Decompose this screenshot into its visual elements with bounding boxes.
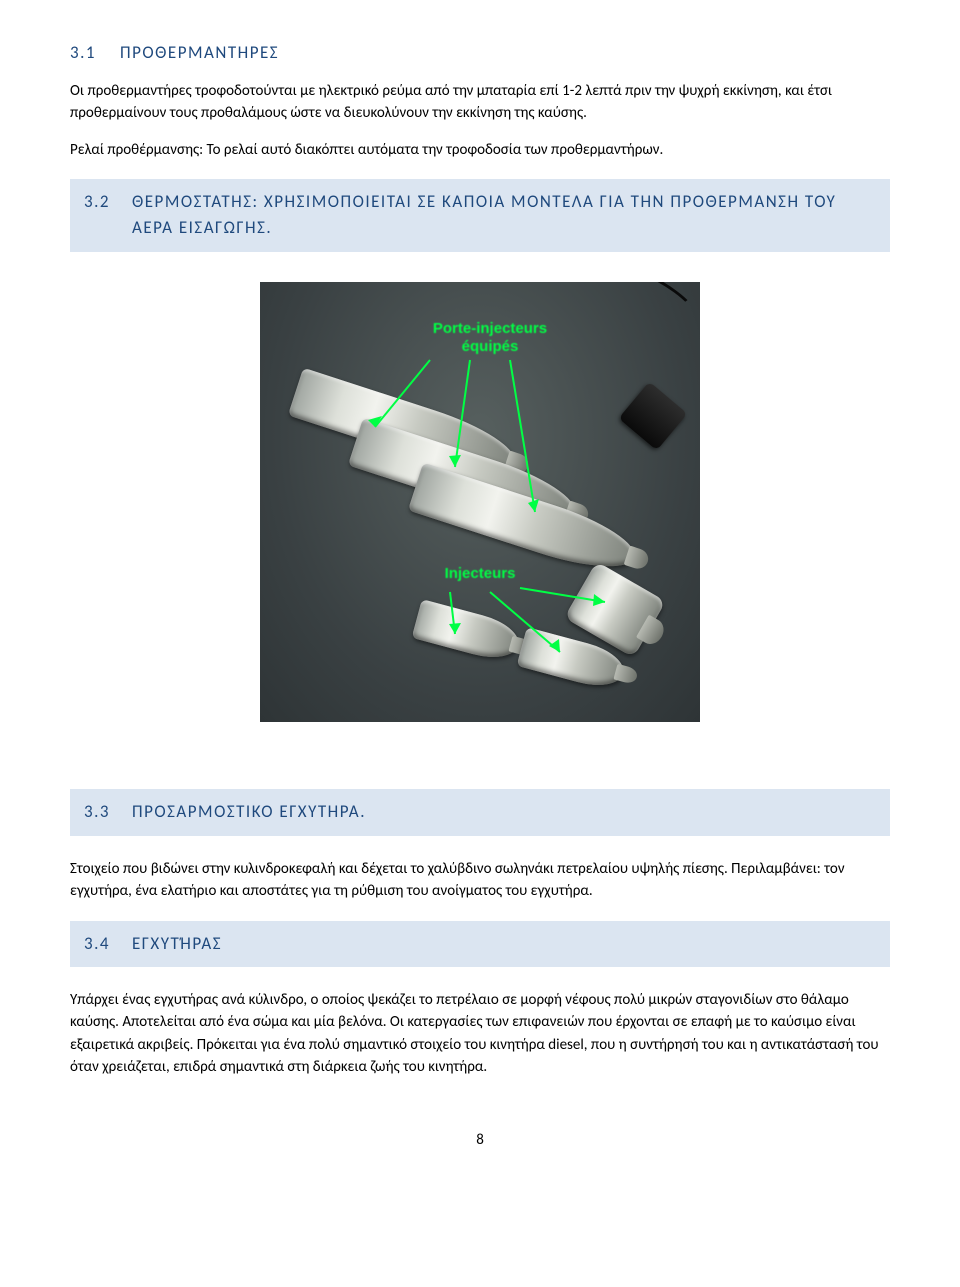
heading-title: ΘΕΡΜΟΣΤΑΤΗΣ: ΧΡΗΣΙΜΟΠΟΙΕΙΤΑΙ ΣΕ ΚΑΠΟΙΑ Μ… [132,189,876,242]
heading-3-2: 3.2 ΘΕΡΜΟΣΤΑΤΗΣ: ΧΡΗΣΙΜΟΠΟΙΕΙΤΑΙ ΣΕ ΚΑΠΟ… [70,179,890,252]
page-number: 8 [70,1129,890,1152]
paragraph-3-1-b: Ρελαί προθέρμανσης: Το ρελαί αυτό διακόπ… [70,139,890,162]
figure-annotation-bottom: Injecteurs [420,565,540,583]
paragraph-3-4: Υπάρχει ένας εγχυτήρας ανά κύλινδρο, ο ο… [70,989,890,1079]
heading-title: ΠΡΟΘΕΡΜΑΝΤΗΡΕΣ [120,42,279,63]
figure-annotation-top: Porte-injecteurs équipés [410,320,570,356]
heading-num: 3.4 [84,931,132,957]
heading-title: ΕΓΧΥΤΉΡΑΣ [132,931,876,957]
figure-container: Porte-injecteurs équipés Injecteurs [70,282,890,730]
heading-num: 3.1 [70,40,96,66]
heading-3-1: 3.1 ΠΡΟΘΕΡΜΑΝΤΗΡΕΣ [70,40,890,66]
heading-num: 3.2 [84,189,132,242]
paragraph-3-1-a: Οι προθερμαντήρες τροφοδοτούνται με ηλεκ… [70,80,890,125]
heading-3-4: 3.4 ΕΓΧΥΤΉΡΑΣ [70,921,890,967]
heading-3-3: 3.3 ΠΡΟΣΑΡΜΟΣΤΙΚΟ ΕΓΧΥΤΗΡΑ. [70,789,890,835]
heading-num: 3.3 [84,799,132,825]
paragraph-3-3: Στοιχείο που βιδώνει στην κυλινδροκεφαλή… [70,858,890,903]
injectors-figure: Porte-injecteurs équipés Injecteurs [260,282,700,722]
heading-title: ΠΡΟΣΑΡΜΟΣΤΙΚΟ ΕΓΧΥΤΗΡΑ. [132,799,876,825]
